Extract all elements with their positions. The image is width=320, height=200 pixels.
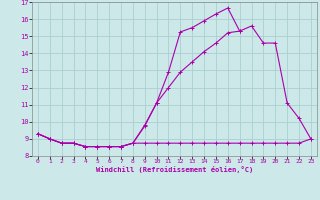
- X-axis label: Windchill (Refroidissement éolien,°C): Windchill (Refroidissement éolien,°C): [96, 166, 253, 173]
